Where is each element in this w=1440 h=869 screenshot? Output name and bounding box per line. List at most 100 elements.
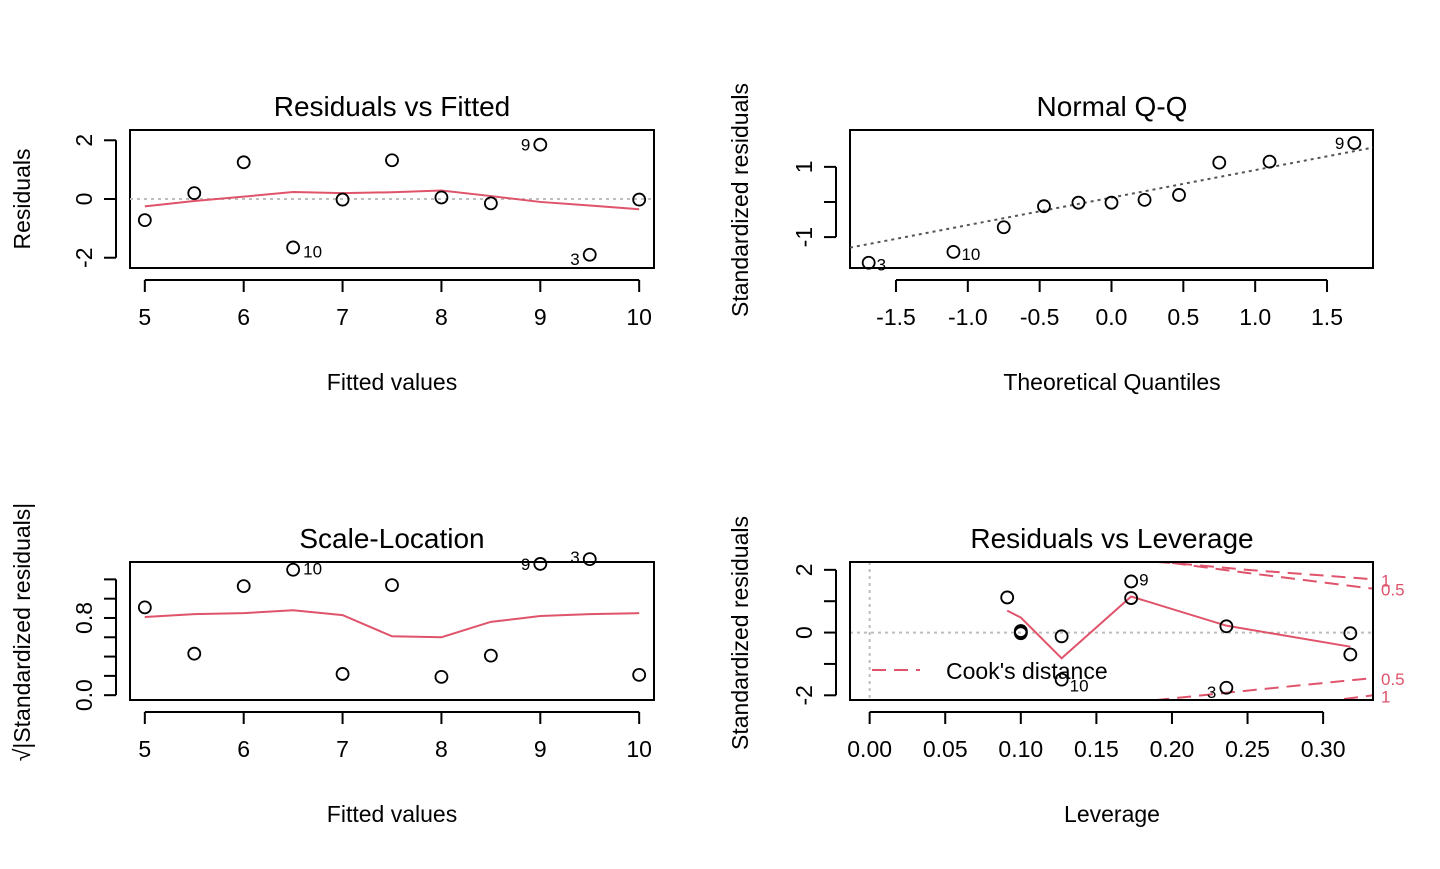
data-point (1104, 195, 1119, 210)
point-label: 9 (1139, 570, 1148, 589)
x-tick-label: 1.0 (1239, 304, 1271, 330)
y-axis: 0.0 0.8 (71, 578, 117, 711)
data-point (286, 240, 301, 255)
data-point (1219, 619, 1234, 634)
x-tick-label: 7 (336, 736, 349, 762)
y-axis-label: Residuals (9, 149, 35, 250)
legend: Cook's distance (872, 658, 1108, 684)
x-tick-label: -1.5 (876, 304, 916, 330)
panel-title: Residuals vs Fitted (274, 91, 511, 122)
data-point (385, 578, 399, 593)
data-point (1054, 672, 1069, 687)
data-point (236, 155, 251, 170)
y-axis: -1 1 (791, 160, 837, 247)
data-point (335, 192, 350, 207)
x-axis-label: Leverage (1064, 801, 1160, 827)
data-point (483, 648, 498, 663)
data-point (1054, 629, 1069, 644)
panel-title: Scale-Location (299, 523, 484, 554)
x-tick-label: 10 (626, 736, 652, 762)
y-tick-label: 2 (71, 134, 97, 147)
x-tick-label: 0.30 (1301, 736, 1346, 762)
cooks-contour-labels: 10.50.51 (1381, 571, 1405, 706)
plot-frame (849, 561, 1374, 701)
x-tick-label: 7 (336, 304, 349, 330)
qq-line-layer (849, 146, 1374, 249)
x-tick-label: 10 (626, 304, 652, 330)
legend-label: Cook's distance (946, 658, 1108, 684)
y-tick-label: -2 (791, 685, 817, 705)
y-tick-label: 0 (71, 193, 97, 206)
x-tick-label: 9 (534, 304, 547, 330)
y-axis-label: Standardized residuals (727, 83, 753, 317)
cooks-contour-label: 1 (1381, 687, 1390, 706)
x-axis: 5 6 7 8 9 10 (138, 279, 652, 330)
x-tick-label: 9 (534, 736, 547, 762)
smooth-line-layer (144, 609, 640, 639)
data-point (137, 600, 152, 615)
x-tick-label: 6 (237, 736, 250, 762)
data-point (1172, 188, 1186, 202)
plot-frame (129, 561, 655, 701)
lowess-smooth-line (1006, 595, 1351, 660)
point-label: 3 (877, 256, 886, 275)
x-axis-label: Fitted values (327, 369, 457, 395)
cooks-contour-upper-0.5 (1171, 562, 1373, 590)
data-point (632, 668, 647, 682)
data-point (236, 579, 251, 594)
point-label: 9 (1335, 134, 1344, 153)
lowess-smooth-line (144, 189, 640, 211)
data-point (861, 255, 876, 270)
point-label: 9 (521, 136, 530, 155)
panel-residuals-vs-fitted: Residuals vs Fitted 10 9 3 5 6 7 8 9 10 -2 0 2 Fi… (9, 91, 655, 395)
panel-normal-qq: Normal Q-Q 3 10 9 -1.5 -1.0 -0.5 0.0 0.5 1.0 1.5… (727, 83, 1374, 395)
data-point (533, 557, 548, 571)
x-tick-label: -1.0 (948, 304, 988, 330)
point-label: 10 (1070, 677, 1089, 696)
y-tick-label: 0.0 (71, 679, 97, 711)
x-tick-label: 0.0 (1096, 304, 1128, 330)
x-axis-label: Theoretical Quantiles (1003, 369, 1220, 395)
panel-title: Normal Q-Q (1037, 91, 1188, 122)
point-label: 3 (570, 250, 579, 269)
x-tick-label: 5 (138, 304, 151, 330)
x-tick-label: 1.5 (1311, 304, 1343, 330)
point-label: 10 (961, 245, 980, 264)
data-point (1000, 590, 1015, 605)
data-point (187, 186, 202, 201)
points-layer: 3 10 9 (861, 134, 1362, 275)
y-tick-label: 2 (791, 563, 817, 576)
point-label: 3 (1207, 683, 1216, 702)
data-point (1219, 680, 1234, 695)
y-axis: -2 0 2 (71, 134, 117, 268)
x-tick-label: 0.20 (1150, 736, 1195, 762)
cooks-contour-label: 1 (1381, 571, 1390, 590)
data-point (1262, 154, 1277, 169)
qq-reference-line (849, 146, 1374, 249)
data-point (1343, 626, 1358, 641)
y-tick-label: -1 (791, 227, 817, 247)
data-point (385, 153, 399, 168)
x-axis: 5 6 7 8 9 10 (138, 711, 652, 762)
x-tick-label: 0.5 (1167, 304, 1199, 330)
data-point (1037, 199, 1051, 214)
data-point (434, 190, 449, 205)
x-axis: -1.5 -1.0 -0.5 0.0 0.5 1.0 1.5 (876, 279, 1343, 330)
data-point (582, 247, 597, 262)
y-tick-label: 0.8 (71, 602, 97, 634)
data-point (533, 137, 548, 152)
x-tick-label: 6 (237, 304, 250, 330)
x-axis-label: Fitted values (327, 801, 457, 827)
lowess-smooth-line (144, 609, 640, 639)
data-point (1071, 195, 1086, 210)
x-tick-label: 5 (138, 736, 151, 762)
y-tick-label: -2 (71, 247, 97, 267)
point-label: 10 (303, 560, 322, 579)
panel-title: Residuals vs Leverage (970, 523, 1253, 554)
smooth-line-layer (144, 189, 640, 211)
y-axis-label: Standardized residuals (727, 516, 753, 750)
data-point (632, 192, 647, 207)
data-point (582, 552, 597, 567)
data-point (1124, 591, 1139, 605)
